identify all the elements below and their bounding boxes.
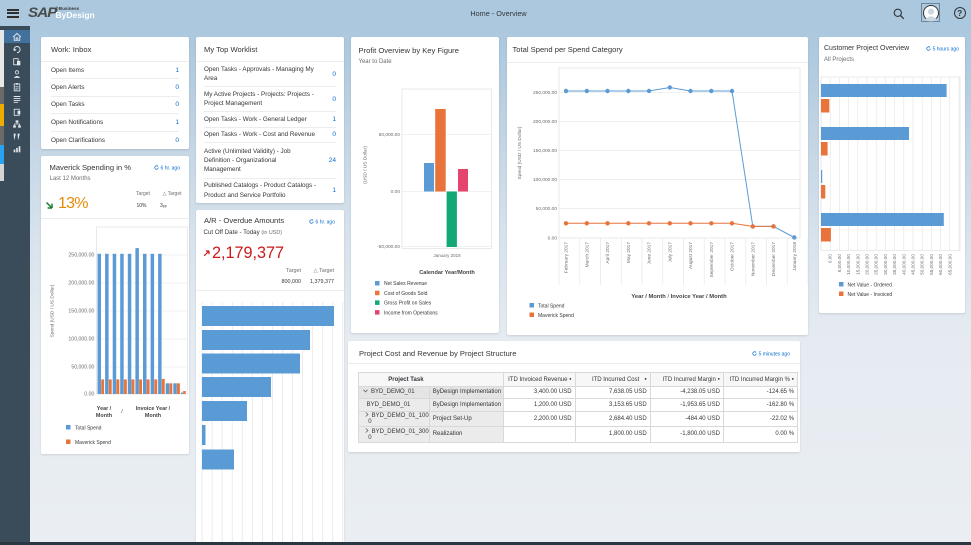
svg-text:40,000.00: 40,000.00 bbox=[901, 254, 906, 275]
svg-text:20,000.00: 20,000.00 bbox=[865, 254, 870, 275]
svg-text:Maverick Spend: Maverick Spend bbox=[75, 440, 111, 446]
svg-text:35,000.00: 35,000.00 bbox=[892, 254, 897, 275]
svg-text:15,000.00: 15,000.00 bbox=[855, 254, 860, 275]
svg-text:Gross Profit on Sales: Gross Profit on Sales bbox=[384, 301, 432, 307]
svg-text:December 2017: December 2017 bbox=[771, 242, 777, 276]
svg-text:Net Sales Revenue: Net Sales Revenue bbox=[384, 281, 427, 287]
svg-text:Year / Month / Invoice Year /: Year / Month / Invoice Year / Month bbox=[631, 294, 727, 300]
svg-text:July 2017: July 2017 bbox=[667, 242, 673, 263]
svg-text:October 2017: October 2017 bbox=[730, 242, 736, 271]
svg-text:50,000.00: 50,000.00 bbox=[71, 365, 94, 371]
svg-text:250,000.00: 250,000.00 bbox=[533, 90, 557, 96]
svg-text:April 2017: April 2017 bbox=[605, 242, 611, 264]
svg-text:100,000.00: 100,000.00 bbox=[533, 177, 557, 183]
svg-text:45,000.00: 45,000.00 bbox=[911, 254, 916, 275]
svg-text:Month: Month bbox=[96, 413, 112, 419]
svg-text:Income from Operations: Income from Operations bbox=[384, 310, 438, 316]
svg-text:Year /: Year / bbox=[97, 406, 112, 412]
svg-text:0.00: 0.00 bbox=[84, 392, 94, 398]
svg-text:Total Spend: Total Spend bbox=[538, 303, 565, 309]
svg-text:Net Value - Ordered: Net Value - Ordered bbox=[848, 282, 893, 288]
svg-text:September 2017: September 2017 bbox=[709, 242, 715, 278]
svg-text:Spend (USD / US Dollar): Spend (USD / US Dollar) bbox=[517, 126, 523, 179]
svg-text:30,000.00: 30,000.00 bbox=[883, 254, 888, 275]
svg-text:100,000.00: 100,000.00 bbox=[68, 337, 94, 343]
svg-text:/: / bbox=[121, 409, 123, 415]
svg-text:Spend (USD / US Dollar): Spend (USD / US Dollar) bbox=[50, 284, 56, 337]
svg-text:Month: Month bbox=[145, 413, 161, 419]
svg-text:May 2017: May 2017 bbox=[626, 242, 632, 263]
svg-text:150,000.00: 150,000.00 bbox=[68, 309, 94, 315]
svg-text:65,000.00: 65,000.00 bbox=[947, 254, 952, 275]
svg-text:50,000.00: 50,000.00 bbox=[379, 132, 401, 138]
svg-text:10,000.00: 10,000.00 bbox=[846, 254, 851, 275]
svg-text:August 2017: August 2017 bbox=[688, 242, 694, 269]
svg-text:February 2017: February 2017 bbox=[564, 242, 570, 274]
svg-text:50,000.00: 50,000.00 bbox=[920, 254, 925, 275]
svg-text:November 2017: November 2017 bbox=[750, 242, 756, 276]
svg-text:(USD / US Dollar): (USD / US Dollar) bbox=[363, 146, 369, 184]
svg-text:January 2018: January 2018 bbox=[792, 242, 798, 271]
svg-text:50,000.00: 50,000.00 bbox=[536, 206, 558, 212]
svg-text:-50,000.00: -50,000.00 bbox=[377, 244, 400, 250]
svg-text:200,000.00: 200,000.00 bbox=[68, 281, 94, 287]
svg-text:March 2017: March 2017 bbox=[584, 242, 590, 268]
svg-text:Calendar Year/Month: Calendar Year/Month bbox=[419, 270, 475, 276]
svg-text:Maverick Spend: Maverick Spend bbox=[538, 313, 574, 319]
svg-text:200,000.00: 200,000.00 bbox=[533, 119, 557, 125]
svg-text:5,000.00: 5,000.00 bbox=[837, 254, 842, 273]
svg-text:June 2017: June 2017 bbox=[647, 242, 653, 265]
svg-text:25,000.00: 25,000.00 bbox=[874, 254, 879, 275]
svg-text:55,000.00: 55,000.00 bbox=[929, 254, 934, 275]
svg-text:0.00: 0.00 bbox=[391, 189, 401, 195]
svg-text:January 2018: January 2018 bbox=[433, 253, 461, 258]
svg-text:0.00: 0.00 bbox=[548, 236, 558, 242]
svg-text:Total Spend: Total Spend bbox=[75, 425, 102, 431]
svg-text:150,000.00: 150,000.00 bbox=[533, 148, 557, 154]
svg-text:250,000.00: 250,000.00 bbox=[68, 253, 94, 259]
svg-text:60,000.00: 60,000.00 bbox=[938, 254, 943, 275]
svg-text:0.00: 0.00 bbox=[828, 254, 833, 264]
svg-text:Invoice Year /: Invoice Year / bbox=[136, 406, 171, 412]
svg-text:Net Value - Invoiced: Net Value - Invoiced bbox=[848, 292, 893, 298]
svg-text:Cost of Goods Sold: Cost of Goods Sold bbox=[384, 291, 428, 297]
